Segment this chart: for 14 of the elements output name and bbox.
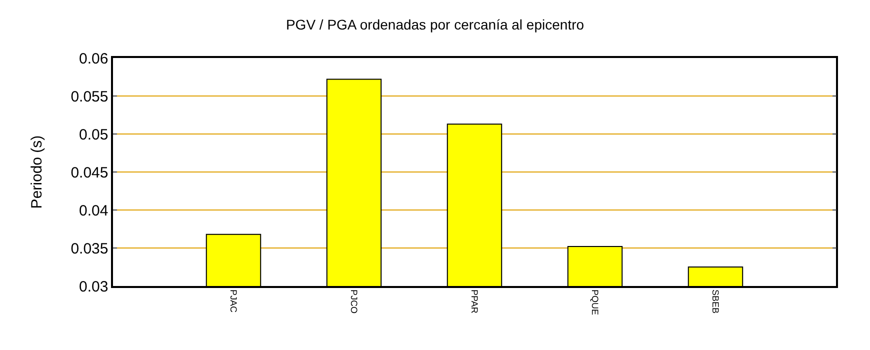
chart-title: PGV / PGA ordenadas por cercanía al epicentro — [286, 16, 584, 32]
y-tick-label: 0.03 — [79, 278, 108, 296]
x-tick-label: PQUE — [590, 290, 600, 316]
x-tick-label: PJAC — [228, 290, 239, 314]
y-tick-label: 0.04 — [79, 202, 108, 220]
y-tick-label: 0.06 — [79, 50, 108, 68]
y-tick-label: 0.035 — [70, 240, 108, 258]
y-tick-label: 0.05 — [79, 126, 108, 144]
x-tick-label: PJCO — [349, 290, 360, 314]
y-axis-title: Periodo (s) — [28, 135, 46, 209]
y-tick-label: 0.055 — [70, 88, 108, 106]
x-tick-label: SBEB — [710, 290, 721, 314]
x-tick-label: PPAR — [470, 290, 480, 314]
y-tick-label: 0.045 — [70, 164, 108, 182]
